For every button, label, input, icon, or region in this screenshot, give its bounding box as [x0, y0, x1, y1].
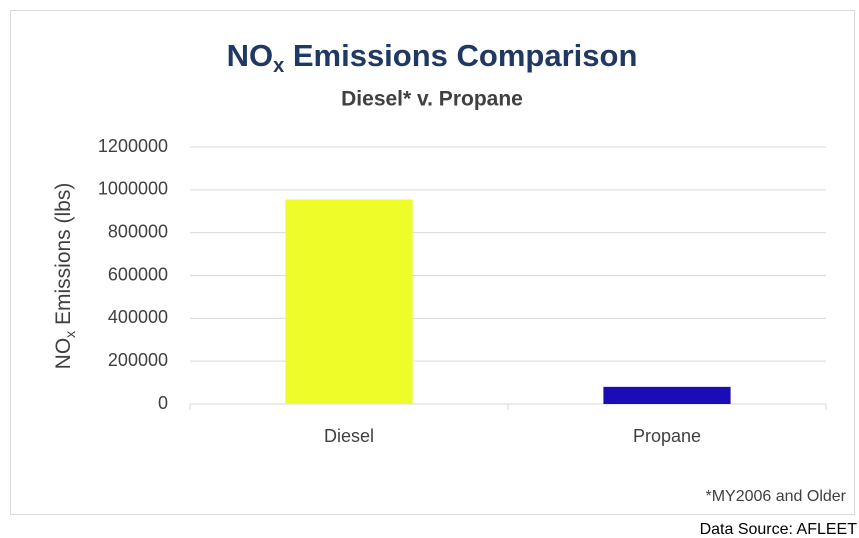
label-subscript: x [62, 331, 78, 338]
y-tick-label: 400000 [108, 307, 168, 327]
y-tick-label: 800000 [108, 221, 168, 241]
y-tick-label: 200000 [108, 350, 168, 370]
bar [285, 199, 413, 404]
y-tick-label: 600000 [108, 264, 168, 284]
chart-subtitle: Diesel* v. Propane [341, 88, 523, 111]
y-tick-label: 1000000 [98, 179, 168, 199]
title-part: Emissions Comparison [284, 38, 637, 73]
x-tick-label: Propane [633, 426, 701, 446]
y-axis-label: NOx Emissions (lbs) [52, 183, 78, 370]
chart-border [10, 10, 855, 515]
title-part: NO [227, 38, 274, 73]
title-subscript: x [273, 55, 284, 77]
y-tick-label: 1200000 [98, 136, 168, 156]
label-part: Emissions (lbs) [52, 183, 75, 331]
x-tick-label: Diesel [324, 426, 374, 446]
chart-title: NOx Emissions Comparison [227, 38, 638, 77]
label-part: NO [52, 338, 75, 370]
footnote: *MY2006 and Older [705, 488, 846, 505]
bar [603, 386, 731, 404]
y-tick-label: 0 [158, 393, 168, 413]
source-note: Data Source: AFLEET [700, 521, 858, 538]
